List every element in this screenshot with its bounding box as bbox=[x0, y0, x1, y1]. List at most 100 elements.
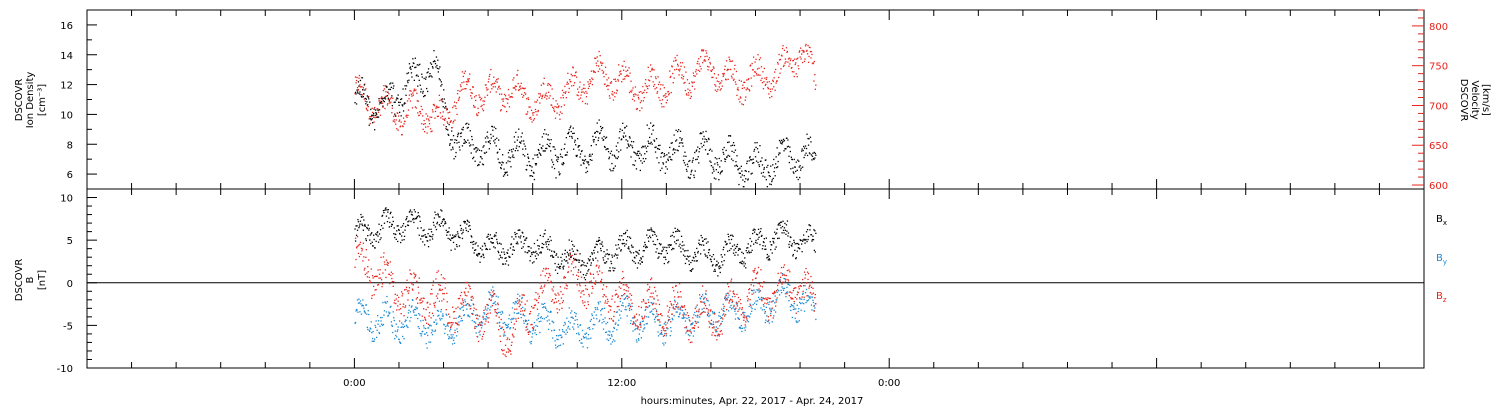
velocity-point bbox=[427, 115, 429, 117]
by-point bbox=[584, 333, 587, 335]
bx-point bbox=[813, 249, 815, 251]
velocity-point bbox=[420, 112, 422, 115]
bx-point bbox=[368, 229, 370, 231]
velocity-point bbox=[481, 104, 483, 107]
velocity-point bbox=[703, 60, 705, 62]
bx-point bbox=[683, 250, 686, 252]
by-point bbox=[536, 319, 538, 321]
bz-point bbox=[637, 328, 639, 330]
velocity-point bbox=[447, 112, 449, 114]
velocity-point bbox=[697, 60, 699, 63]
by-point bbox=[537, 317, 539, 320]
bx-point bbox=[562, 268, 564, 270]
by-point bbox=[759, 298, 761, 300]
by-point bbox=[489, 309, 491, 311]
density-point bbox=[803, 156, 805, 159]
bx-point bbox=[405, 219, 407, 221]
density-point bbox=[641, 146, 643, 149]
bz-point bbox=[727, 292, 729, 294]
bx-point bbox=[429, 239, 431, 241]
by-point bbox=[659, 324, 662, 326]
bx-point bbox=[620, 249, 622, 251]
bx-point bbox=[745, 250, 747, 252]
bz-point bbox=[683, 305, 686, 307]
by-point bbox=[542, 303, 544, 305]
density-point bbox=[750, 159, 752, 161]
bx-point bbox=[731, 245, 734, 247]
bz-point bbox=[726, 298, 728, 300]
by-point bbox=[670, 327, 672, 329]
by-point bbox=[378, 331, 380, 334]
bx-point bbox=[724, 254, 726, 256]
bx-point bbox=[474, 249, 476, 251]
by-point bbox=[737, 317, 739, 319]
bx-point bbox=[732, 235, 734, 237]
by-point bbox=[625, 309, 627, 311]
bz-point bbox=[671, 313, 673, 315]
velocity-point bbox=[796, 76, 798, 78]
by-point bbox=[766, 320, 768, 323]
bx-point bbox=[553, 251, 556, 253]
bz-point bbox=[672, 306, 674, 308]
bx-point bbox=[668, 260, 670, 263]
bx-point bbox=[645, 245, 647, 247]
x-tick-label: 0:00 bbox=[343, 378, 365, 389]
by-point bbox=[434, 330, 436, 333]
velocity-point bbox=[541, 96, 543, 98]
bx-point bbox=[720, 254, 722, 256]
bx-point bbox=[594, 246, 596, 248]
velocity-point bbox=[558, 105, 560, 107]
by-point bbox=[671, 317, 673, 319]
density-point bbox=[710, 161, 712, 163]
velocity-point bbox=[475, 95, 477, 97]
bz-point bbox=[653, 297, 655, 299]
by-point bbox=[426, 332, 428, 334]
bz-point bbox=[783, 273, 785, 276]
by-point bbox=[364, 311, 366, 313]
density-point bbox=[697, 156, 699, 158]
velocity-point bbox=[693, 75, 695, 77]
by-point bbox=[764, 312, 766, 314]
by-point bbox=[604, 331, 607, 334]
bx-point bbox=[766, 257, 768, 259]
velocity-point bbox=[493, 76, 495, 78]
bx-point bbox=[717, 262, 719, 264]
by-point bbox=[529, 341, 531, 343]
by-point bbox=[721, 308, 723, 310]
bz-point bbox=[731, 300, 734, 303]
bx-point bbox=[622, 239, 624, 241]
bz-point bbox=[602, 288, 604, 290]
bx-point bbox=[467, 220, 469, 222]
by-point bbox=[385, 311, 388, 313]
bz-point bbox=[684, 308, 687, 311]
bx-point bbox=[495, 235, 497, 237]
density-point bbox=[766, 166, 768, 168]
by-point bbox=[370, 328, 372, 330]
velocity-point bbox=[694, 75, 696, 77]
velocity-point bbox=[416, 92, 418, 94]
velocity-point bbox=[758, 59, 761, 61]
density-point bbox=[583, 160, 586, 162]
bz-point bbox=[563, 276, 565, 278]
density-point bbox=[680, 142, 682, 144]
bz-point bbox=[750, 304, 752, 306]
velocity-point bbox=[809, 46, 811, 49]
bz-point bbox=[643, 317, 645, 319]
density-point bbox=[382, 100, 385, 102]
bx-point bbox=[509, 247, 512, 249]
velocity-point bbox=[673, 60, 675, 62]
by-point bbox=[780, 292, 783, 294]
bz-point bbox=[427, 306, 429, 308]
velocity-point bbox=[655, 77, 657, 80]
density-point bbox=[792, 171, 794, 173]
bx-point bbox=[687, 256, 690, 258]
velocity-point bbox=[712, 76, 714, 78]
bz-point bbox=[378, 277, 380, 279]
bx-point bbox=[566, 260, 568, 262]
velocity-point bbox=[497, 88, 499, 90]
velocity-point bbox=[595, 57, 597, 59]
velocity-point bbox=[395, 119, 397, 121]
density-point bbox=[435, 56, 438, 58]
bz-point bbox=[699, 294, 701, 296]
density-point bbox=[702, 138, 704, 140]
